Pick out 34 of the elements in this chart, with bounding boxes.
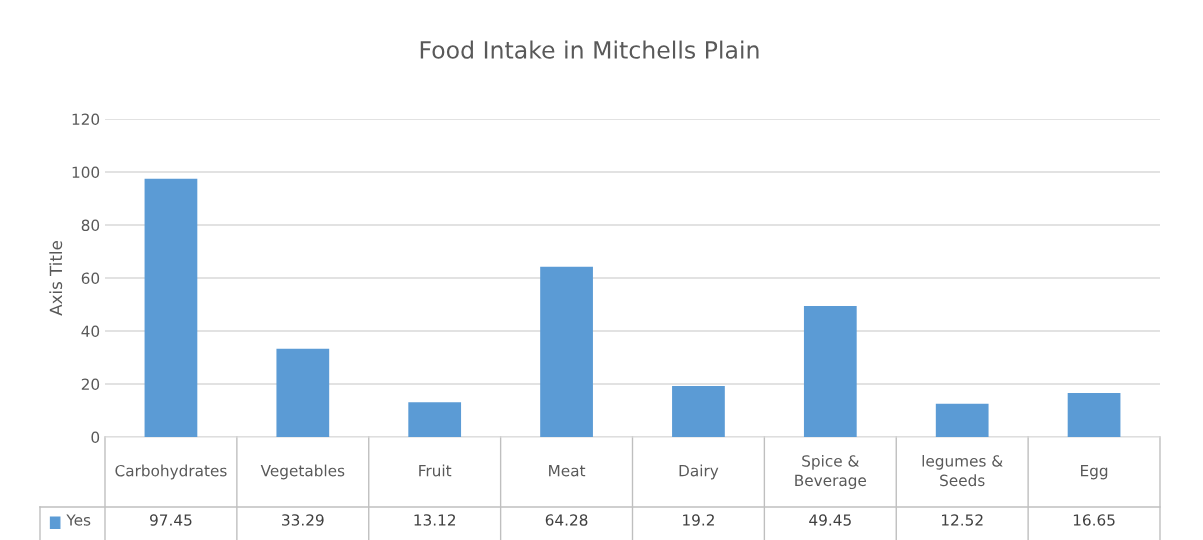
data-label: 97.45 [150,514,192,526]
bar [935,403,989,437]
bar [803,305,857,437]
y-tick-label: 80 [81,219,100,232]
bar [672,386,725,437]
x-tick-label: Dairy [679,464,719,480]
y-tick-label: 100 [72,166,100,179]
x-tick-label: Vegetables [260,464,345,480]
x-tick-label: Fruit [419,464,452,477]
y-tick-label: 120 [72,113,100,126]
x-tick-label: legumes & Seeds [922,454,1003,487]
bar [408,402,462,437]
y-tick-label: 40 [81,325,100,338]
data-label: 33.29 [282,514,324,526]
x-tick-label: Carbohydrates [115,464,227,480]
y-tick-label: 60 [81,272,100,285]
x-tick-label: Egg [1081,465,1108,480]
y-tick-label: 20 [81,378,100,391]
data-label: 12.52 [942,514,983,526]
bar [540,266,593,437]
bar [276,348,330,437]
data-label: 64.28 [545,514,588,526]
y-tick-label: 0 [91,431,100,444]
bar [144,178,198,437]
chart-title: Food Intake in Mitchells Plain [420,40,759,59]
data-label: 19.2 [683,514,714,526]
legend-label: Yes [66,514,91,526]
x-tick-label: Spice & Beverage [795,454,867,490]
data-label: 16.65 [1073,514,1115,526]
data-label: 49.45 [809,514,851,526]
x-tick-label: Meat [549,465,586,477]
bar [1067,392,1121,437]
data-label: 13.12 [414,514,456,526]
y-axis-title: Axis Title [49,241,63,316]
